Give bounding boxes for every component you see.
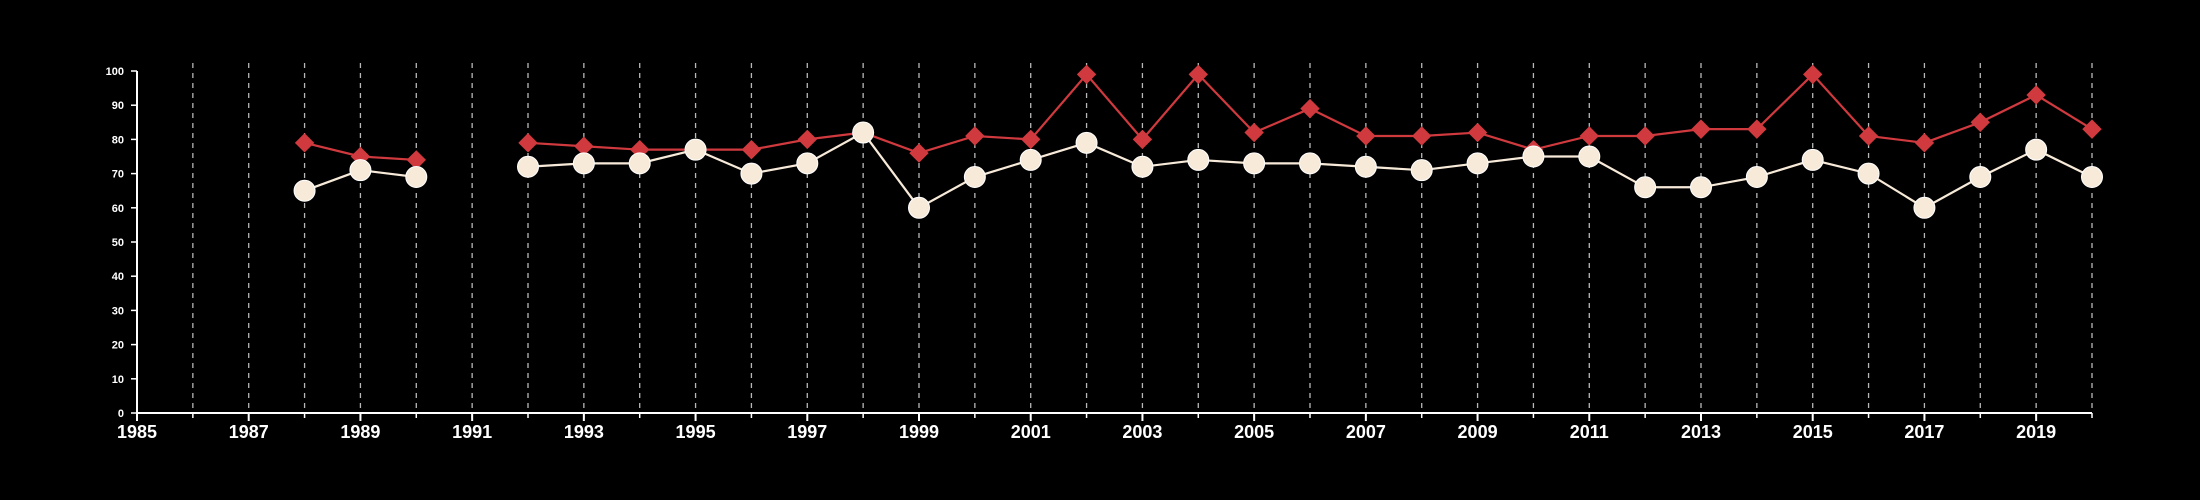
- diamond-point-2006: [1300, 98, 1320, 119]
- x-tick-label: 1991: [452, 422, 492, 442]
- x-tick-label: 1995: [676, 422, 716, 442]
- x-tick-label: 2007: [1346, 422, 1386, 442]
- diamond-point-1988: [294, 133, 315, 153]
- grid-layer: [192, 63, 2093, 413]
- circle-point-1994: [628, 152, 651, 175]
- circle-point-2013: [1690, 176, 1712, 199]
- y-tick-label: 0: [118, 408, 124, 420]
- diamond-point-1996: [741, 139, 762, 160]
- circle-point-2009: [1466, 152, 1489, 175]
- circle-point-2017: [1913, 196, 1936, 219]
- y-tick-label: 10: [112, 374, 124, 386]
- x-tick-label: 1997: [787, 422, 827, 442]
- diamond-point-2000: [965, 126, 985, 146]
- y-tick-label: 80: [112, 134, 124, 146]
- x-tick-label: 1985: [117, 422, 157, 442]
- diamond-point-2001: [1021, 129, 1041, 150]
- circle-point-2003: [1131, 155, 1154, 178]
- y-tick-label: 40: [112, 271, 124, 283]
- x-tick-label: 2005: [1234, 422, 1274, 442]
- y-tick-label: 20: [112, 340, 124, 352]
- diamond-point-2007: [1356, 126, 1376, 146]
- diamond-point-2012: [1635, 126, 1655, 146]
- diamond-point-2003: [1132, 129, 1153, 150]
- diamond-point-2018: [1970, 112, 1990, 133]
- circle-point-1995: [684, 138, 707, 161]
- x-tick-label: 2003: [1122, 422, 1162, 442]
- circle-point-2016: [1857, 162, 1880, 185]
- circle-point-2008: [1410, 159, 1433, 182]
- circle-point-1990: [405, 166, 428, 189]
- circle-point-1992: [517, 155, 539, 178]
- axis-layer: 0 10 20 30 40 50 60 70 80 90 100 1985 1987 1989 1991 19…: [106, 66, 2093, 442]
- diamond-point-1999: [909, 143, 929, 163]
- circle-point-2010: [1522, 145, 1545, 168]
- circle-point-2006: [1299, 152, 1321, 175]
- circle-point-2012: [1634, 176, 1657, 199]
- diamond-point-2014: [1747, 119, 1767, 139]
- circle-point-2020: [2081, 166, 2103, 189]
- y-tick-label: 90: [112, 100, 124, 112]
- x-tick-label: 2013: [1681, 422, 1721, 442]
- circle-point-1996: [740, 162, 763, 185]
- diamond-point-1997: [797, 129, 817, 150]
- circle-point-2000: [963, 166, 986, 189]
- circle-point-2004: [1187, 148, 1210, 171]
- y-tick-label: 100: [106, 66, 124, 78]
- circle-point-2011: [1578, 145, 1601, 168]
- circle-point-1988: [293, 179, 316, 202]
- x-tick-label: 2009: [1458, 422, 1498, 442]
- x-tick-label: 2001: [1011, 422, 1051, 442]
- x-tick-label: 2019: [2016, 422, 2056, 442]
- y-tick-label: 30: [112, 305, 124, 317]
- diamond-point-2017: [1914, 133, 1935, 153]
- diamond-point-2015: [1803, 64, 1823, 85]
- x-tick-label: 1999: [899, 422, 939, 442]
- diamond-point-2009: [1467, 122, 1488, 143]
- circle-point-2018: [1969, 166, 1992, 189]
- diamond-point-2019: [2026, 85, 2046, 105]
- diamond-point-2004: [1188, 64, 1208, 85]
- diamond-point-2005: [1244, 122, 1264, 143]
- x-tick-label: 2015: [1793, 422, 1833, 442]
- diamond-point-1992: [518, 133, 538, 153]
- circle-point-2014: [1745, 166, 1768, 189]
- diamond-point-2008: [1412, 126, 1432, 146]
- diamond-point-2016: [1858, 126, 1879, 146]
- x-tick-label: 1989: [340, 422, 380, 442]
- diamond-point-2002: [1076, 64, 1097, 85]
- circle-point-1989: [349, 159, 372, 182]
- circle-point-1999: [908, 196, 930, 219]
- diamond-point-2011: [1579, 126, 1599, 146]
- circle-point-1993: [572, 152, 595, 175]
- series-0-diamond: [294, 64, 2102, 170]
- circle-point-2007: [1354, 155, 1377, 178]
- circle-point-2005: [1243, 152, 1266, 175]
- y-tick-label: 50: [112, 237, 124, 249]
- circle-point-1998: [852, 121, 875, 144]
- y-tick-label: 70: [112, 169, 124, 181]
- x-tick-label: 2011: [1570, 422, 1609, 442]
- x-tick-label: 2017: [1904, 422, 1944, 442]
- y-tick-label: 60: [112, 203, 124, 215]
- x-tick-label: 1987: [229, 422, 269, 442]
- series-1-circle: [293, 121, 2103, 219]
- circle-point-1997: [796, 152, 819, 175]
- circle-point-2002: [1075, 131, 1098, 154]
- diamond-point-2013: [1691, 119, 1711, 139]
- x-tick-label: 1993: [564, 422, 604, 442]
- diamond-point-2020: [2082, 119, 2102, 139]
- series-layer: [293, 64, 2103, 219]
- circle-point-2001: [1019, 148, 1042, 171]
- circle-point-2019: [2025, 138, 2048, 161]
- circle-point-2015: [1801, 148, 1824, 171]
